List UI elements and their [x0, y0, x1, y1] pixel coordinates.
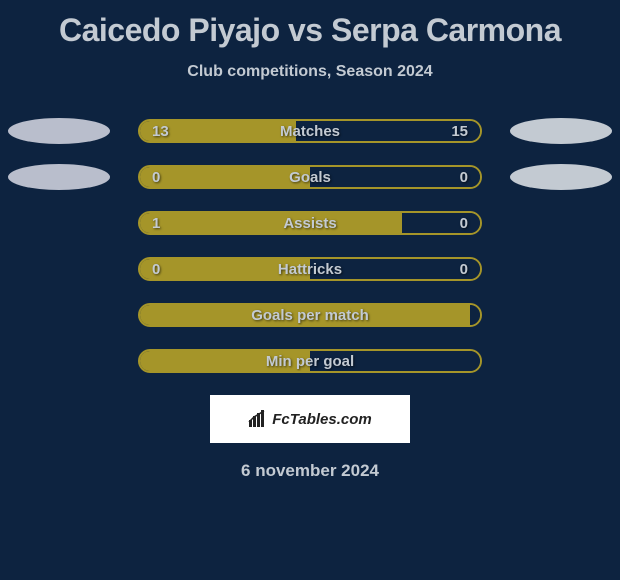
comparison-chart: 1315Matches00Goals10Assists00HattricksGo… [0, 119, 620, 373]
value-left: 0 [152, 259, 160, 279]
stat-track: Min per goal [138, 349, 482, 373]
stat-track: 00Goals [138, 165, 482, 189]
fill-left [140, 167, 310, 187]
stat-track: 1315Matches [138, 119, 482, 143]
fill-left [140, 305, 470, 325]
avatar-left [8, 118, 110, 144]
stat-track: 00Hattricks [138, 257, 482, 281]
fill-left [140, 259, 310, 279]
footer-date: 6 november 2024 [0, 461, 620, 481]
stat-row: 10Assists [0, 211, 620, 235]
value-right: 0 [460, 259, 468, 279]
fill-right [310, 259, 480, 279]
avatar-left [8, 164, 110, 190]
stat-track: 10Assists [138, 211, 482, 235]
fill-left [140, 351, 310, 371]
fill-left [140, 213, 402, 233]
stat-row: 1315Matches [0, 119, 620, 143]
avatar-right [510, 164, 612, 190]
value-right: 0 [460, 213, 468, 233]
page-title: Caicedo Piyajo vs Serpa Carmona [0, 0, 620, 49]
value-left: 13 [152, 121, 169, 141]
subtitle: Club competitions, Season 2024 [0, 63, 620, 81]
fill-right [470, 305, 480, 325]
stat-row: 00Goals [0, 165, 620, 189]
stat-row: Min per goal [0, 349, 620, 373]
value-right: 0 [460, 167, 468, 187]
fill-right [310, 167, 480, 187]
stat-row: Goals per match [0, 303, 620, 327]
stat-row: 00Hattricks [0, 257, 620, 281]
value-left: 1 [152, 213, 160, 233]
value-left: 0 [152, 167, 160, 187]
avatar-right [510, 118, 612, 144]
fill-right [402, 213, 480, 233]
badge-text: FcTables.com [272, 411, 371, 428]
site-badge: FcTables.com [210, 395, 410, 443]
stat-track: Goals per match [138, 303, 482, 327]
value-right: 15 [451, 121, 468, 141]
fill-right [310, 351, 480, 371]
chart-icon [248, 410, 268, 428]
